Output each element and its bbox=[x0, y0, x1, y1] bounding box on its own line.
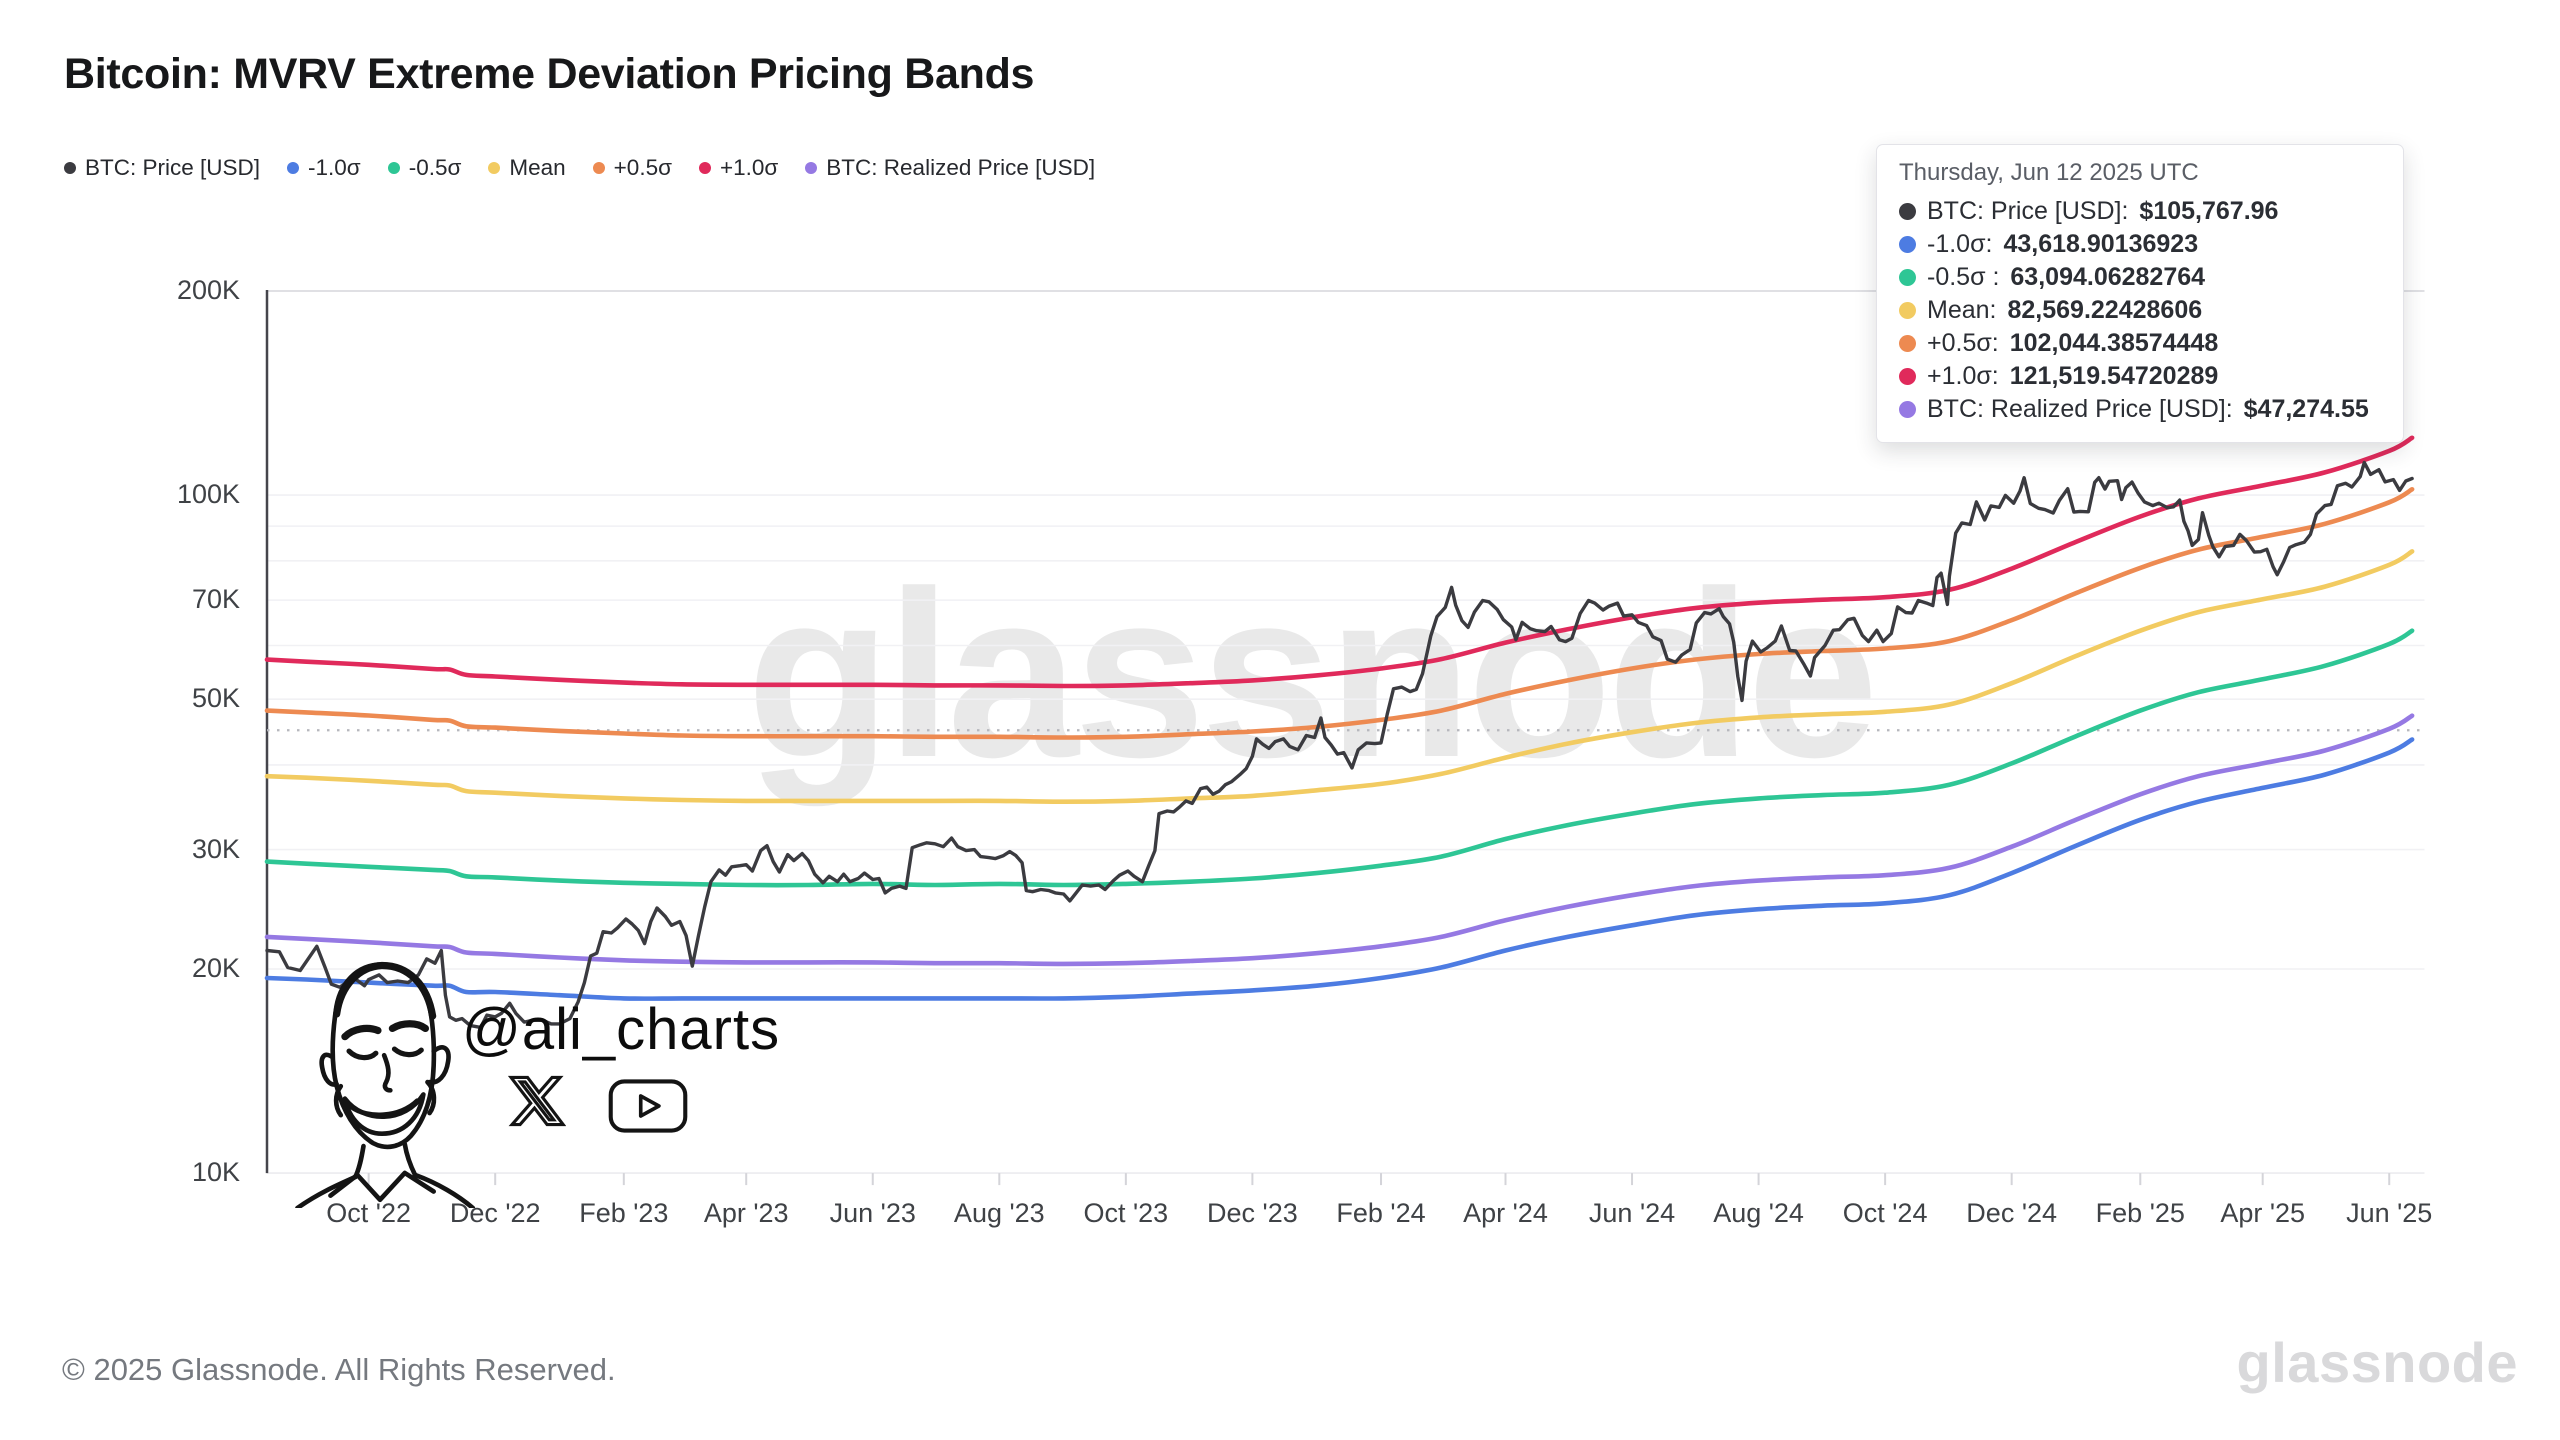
legend-swatch-icon bbox=[488, 162, 501, 174]
tooltip-row: -1.0σ: 43,618.90136923 bbox=[1899, 228, 2381, 261]
legend-swatch-icon bbox=[698, 162, 711, 174]
x-axis-label: Feb '25 bbox=[2095, 1198, 2185, 1228]
tooltip-row: BTC: Price [USD]: $105,767.96 bbox=[1899, 195, 2381, 228]
tooltip-value: 63,094.06282764 bbox=[2010, 263, 2206, 291]
tooltip-value: 43,618.90136923 bbox=[2003, 230, 2199, 258]
series--0-5- bbox=[264, 628, 2415, 888]
legend-swatch-icon bbox=[387, 162, 400, 174]
legend-item[interactable]: BTC: Price [USD] bbox=[64, 155, 260, 181]
tooltip-swatch-icon bbox=[1899, 401, 1916, 418]
y-axis-label: 20K bbox=[191, 953, 240, 983]
tooltip-label: -0.5σ : bbox=[1927, 263, 2000, 291]
x-axis-label: Oct '22 bbox=[326, 1198, 411, 1228]
legend-item[interactable]: -0.5σ bbox=[387, 155, 462, 181]
tooltip-row: Mean: 82,569.22428606 bbox=[1899, 294, 2381, 327]
x-axis-label: Apr '25 bbox=[2220, 1198, 2306, 1228]
ali-charts-handle: @ali_charts bbox=[462, 997, 781, 1062]
tooltip-date: Thursday, Jun 12 2025 UTC bbox=[1899, 159, 2199, 186]
x-axis-label: Oct '23 bbox=[1083, 1198, 1169, 1228]
legend-label: -0.5σ bbox=[408, 155, 462, 180]
y-axis-label: 30K bbox=[191, 833, 240, 864]
tooltip-value: $47,274.55 bbox=[2243, 395, 2369, 423]
x-axis-label: Feb '23 bbox=[579, 1198, 669, 1228]
y-axis-label: 200K bbox=[176, 275, 240, 305]
tooltip-row: BTC: Realized Price [USD]: $47,274.55 bbox=[1899, 393, 2381, 426]
x-axis-label: Dec '24 bbox=[1966, 1198, 2058, 1228]
x-twitter-icon bbox=[508, 1075, 566, 1127]
series--1-0- bbox=[264, 737, 2415, 1001]
tooltip-row: +0.5σ: 102,044.38574448 bbox=[1899, 327, 2381, 360]
legend-item[interactable]: Mean bbox=[488, 155, 566, 181]
x-axis-label: Jun '24 bbox=[1588, 1198, 1676, 1228]
x-axis-label: Apr '24 bbox=[1463, 1198, 1548, 1228]
tooltip-swatch-icon bbox=[1899, 302, 1916, 319]
y-axis-label: 50K bbox=[191, 683, 240, 714]
tooltip-label: +0.5σ: bbox=[1927, 329, 1999, 357]
x-axis-label: Jun '25 bbox=[2346, 1198, 2433, 1228]
copyright-text: © 2025 Glassnode. All Rights Reserved. bbox=[62, 1352, 616, 1387]
x-axis-label: Jun '23 bbox=[829, 1198, 916, 1228]
tooltip-row: +1.0σ: 121,519.54720289 bbox=[1899, 360, 2381, 393]
y-axis-label: 10K bbox=[191, 1157, 240, 1188]
youtube-icon bbox=[608, 1079, 688, 1133]
x-axis-label: Aug '24 bbox=[1713, 1198, 1804, 1228]
tooltip-row: -0.5σ : 63,094.06282764 bbox=[1899, 261, 2381, 294]
legend-swatch-icon bbox=[805, 162, 818, 174]
legend-label: -1.0σ bbox=[308, 155, 361, 180]
series--1-0- bbox=[264, 435, 2415, 689]
tooltip-label: BTC: Realized Price [USD]: bbox=[1927, 395, 2233, 423]
tooltip-label: Mean: bbox=[1927, 296, 1997, 324]
series--0-5- bbox=[264, 487, 2415, 740]
legend-swatch-icon bbox=[287, 162, 300, 174]
x-axis-label: Oct '24 bbox=[1842, 1198, 1928, 1228]
tooltip-value: 121,519.54720289 bbox=[2009, 362, 2219, 390]
legend-swatch-icon bbox=[592, 162, 605, 174]
tooltip-value: 82,569.22428606 bbox=[2007, 296, 2203, 324]
chart-legend: BTC: Price [USD] -1.0σ -0.5σ Mean +0.5σ +1.0σ… bbox=[64, 155, 1095, 181]
tooltip-swatch-icon bbox=[1899, 269, 1916, 286]
x-axis-label: Aug '23 bbox=[953, 1198, 1045, 1228]
tooltip-swatch-icon bbox=[1899, 335, 1916, 352]
legend-swatch-icon bbox=[64, 162, 76, 174]
legend-label: BTC: Price [USD] bbox=[85, 155, 261, 180]
x-axis-label: Apr '23 bbox=[703, 1198, 789, 1228]
x-axis-label: Dec '23 bbox=[1207, 1198, 1298, 1228]
tooltip-swatch-icon bbox=[1899, 368, 1916, 385]
glassnode-footer-logo: glassnode bbox=[2236, 1331, 2518, 1394]
y-axis-label: 100K bbox=[176, 479, 240, 510]
series-btc-realized-price-usd- bbox=[264, 713, 2415, 967]
tooltip-swatch-icon bbox=[1899, 236, 1916, 253]
legend-item[interactable]: +1.0σ bbox=[698, 155, 779, 181]
legend-label: +1.0σ bbox=[719, 155, 779, 180]
tooltip-value: 102,044.38574448 bbox=[2009, 329, 2219, 357]
series-mean bbox=[264, 549, 2415, 804]
tooltip-label: +1.0σ: bbox=[1927, 362, 1999, 390]
tooltip-value: $105,767.96 bbox=[2139, 197, 2279, 225]
page-title: Bitcoin: MVRV Extreme Deviation Pricing … bbox=[64, 50, 1035, 98]
tooltip-label: -1.0σ: bbox=[1927, 230, 1993, 258]
x-axis-label: Feb '24 bbox=[1336, 1198, 1426, 1228]
series-btc-price-usd- bbox=[265, 460, 2414, 1030]
legend-label: BTC: Realized Price [USD] bbox=[826, 155, 1096, 180]
tooltip-label: BTC: Price [USD]: bbox=[1927, 197, 2129, 225]
legend-label: Mean bbox=[509, 155, 566, 180]
smiling-face-drawing bbox=[295, 961, 476, 1208]
chart-tooltip: Thursday, Jun 12 2025 UTC BTC: Price [US… bbox=[1876, 144, 2404, 443]
legend-item[interactable]: BTC: Realized Price [USD] bbox=[805, 155, 1095, 181]
y-axis-label: 70K bbox=[191, 584, 240, 615]
tooltip-swatch-icon bbox=[1899, 203, 1916, 220]
legend-item[interactable]: +0.5σ bbox=[592, 155, 672, 181]
legend-label: +0.5σ bbox=[613, 155, 672, 180]
legend-item[interactable]: -1.0σ bbox=[287, 155, 361, 181]
